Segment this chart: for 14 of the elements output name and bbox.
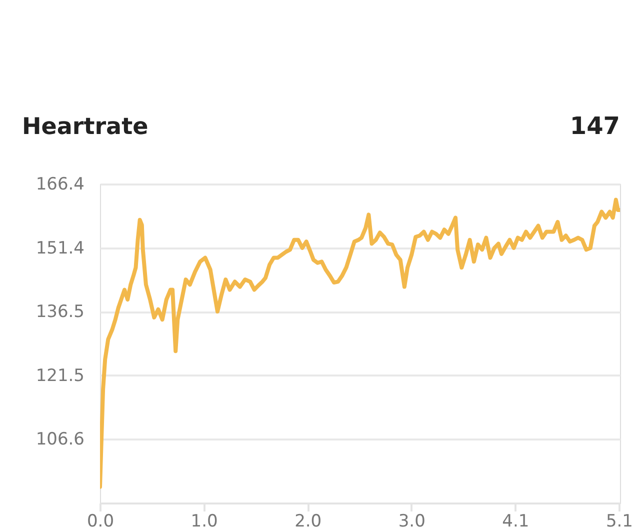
x-tick-label: 0.0 [86, 512, 114, 532]
chart-title: Heartrate [22, 114, 148, 140]
text: 147 [570, 112, 620, 140]
y-tick-label: 166.4 [36, 174, 84, 194]
x-tick-label: 1.0 [190, 512, 218, 532]
y-tick-label: 151.4 [36, 238, 84, 258]
x-tick-label: 3.0 [398, 512, 426, 532]
x-tick-label: 5.1 [606, 512, 633, 532]
line-series [100, 198, 620, 489]
x-tick-label: 4.1 [502, 512, 530, 532]
y-tick-label: 121.5 [36, 366, 84, 386]
y-tick-label: 136.5 [36, 302, 84, 322]
x-tick-label: 2.0 [294, 512, 322, 532]
y-tick-label: 106.6 [36, 430, 84, 450]
